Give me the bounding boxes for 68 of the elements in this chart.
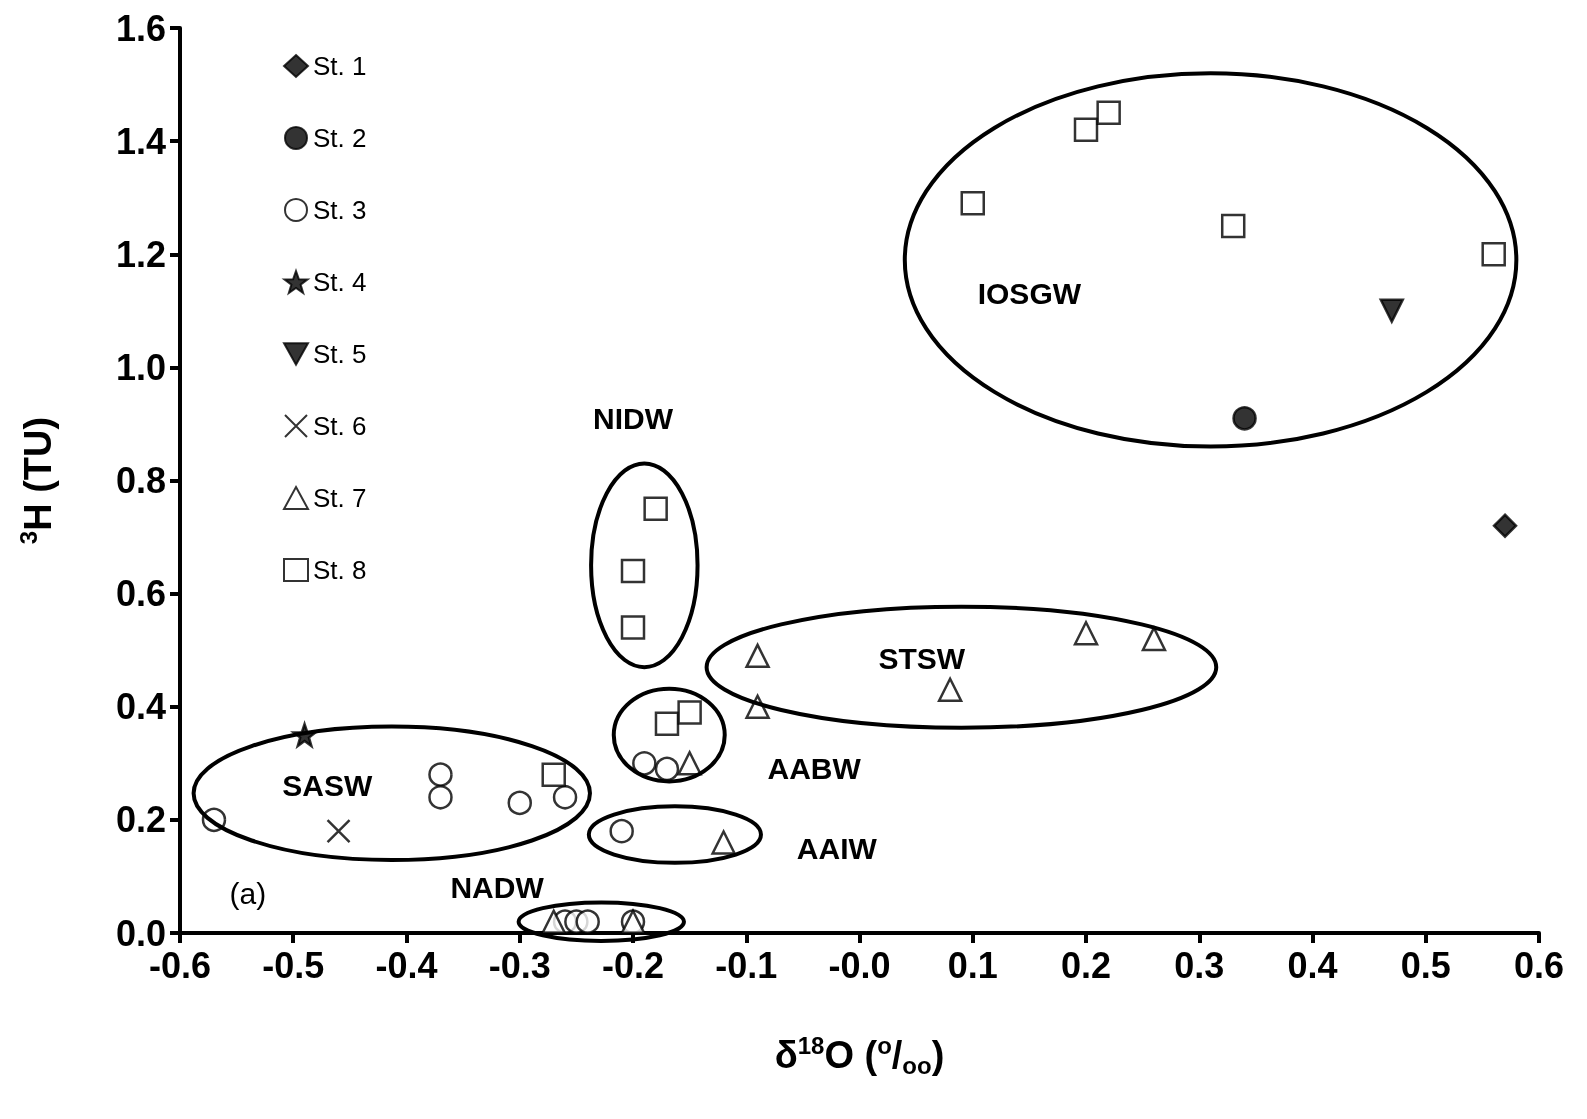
y-tick-label: 0.0 bbox=[115, 912, 166, 954]
annotation: AABW bbox=[767, 752, 862, 786]
point bbox=[1073, 620, 1099, 646]
point bbox=[1141, 626, 1167, 652]
y-tick-label: 0.6 bbox=[115, 573, 166, 615]
x-tick-label: -0.4 bbox=[375, 944, 438, 986]
point bbox=[1096, 100, 1121, 126]
point bbox=[1220, 213, 1246, 239]
annotation: STSW bbox=[878, 642, 966, 676]
legend-label: St. 2 bbox=[313, 123, 367, 153]
y-axis-title: 3H (TU) bbox=[14, 416, 59, 545]
point bbox=[711, 830, 736, 855]
point bbox=[937, 677, 963, 703]
point bbox=[428, 762, 453, 787]
point bbox=[552, 785, 578, 810]
x-tick-label: -0.3 bbox=[488, 944, 551, 986]
legend-label: St. 1 bbox=[313, 51, 367, 81]
x-tick-label: 0.2 bbox=[1060, 944, 1112, 986]
legend-label: St. 6 bbox=[313, 411, 367, 441]
point bbox=[1379, 298, 1405, 324]
point bbox=[428, 785, 453, 810]
annotation: IOSGW bbox=[977, 277, 1082, 311]
y-tick-label: 1.6 bbox=[115, 7, 166, 49]
annotation: NIDW bbox=[593, 401, 674, 435]
x-tick-label: 0.4 bbox=[1287, 944, 1338, 986]
point bbox=[677, 700, 702, 725]
annotation: (a) bbox=[229, 876, 267, 910]
point bbox=[541, 762, 566, 787]
point bbox=[609, 818, 634, 844]
x-tick-label: -0.2 bbox=[601, 944, 665, 986]
x-tick-label: 0.1 bbox=[947, 944, 998, 986]
x-tick-label: -0.1 bbox=[715, 944, 778, 986]
point bbox=[654, 711, 680, 736]
point bbox=[632, 751, 657, 776]
point bbox=[1481, 242, 1506, 267]
point bbox=[541, 909, 566, 934]
legend-label: St. 3 bbox=[313, 195, 367, 225]
y-tick-label: 1.0 bbox=[115, 346, 166, 388]
point bbox=[960, 191, 985, 216]
legend-label: St. 8 bbox=[313, 555, 367, 585]
y-tick-label: 0.4 bbox=[115, 686, 166, 728]
point bbox=[654, 756, 680, 782]
y-tick-label: 1.2 bbox=[115, 233, 166, 275]
annotation: NADW bbox=[450, 871, 545, 905]
x-tick-label: -0.5 bbox=[262, 944, 325, 986]
point bbox=[677, 751, 702, 776]
point bbox=[507, 790, 532, 816]
point bbox=[745, 643, 770, 669]
legend-label: St. 5 bbox=[313, 339, 367, 369]
x-tick-label: 0.5 bbox=[1400, 944, 1451, 986]
point bbox=[643, 496, 668, 522]
annotation: SASW bbox=[282, 769, 373, 803]
y-tick-label: 0.8 bbox=[115, 460, 166, 501]
annotation: AAIW bbox=[796, 831, 878, 865]
legend-label: St. 4 bbox=[313, 267, 367, 297]
y-tick-label: 0.2 bbox=[115, 799, 166, 841]
point bbox=[1232, 406, 1257, 431]
point bbox=[620, 558, 646, 584]
x-tick-label: 0.3 bbox=[1174, 944, 1225, 986]
point bbox=[1492, 513, 1518, 538]
point bbox=[1073, 117, 1099, 143]
point bbox=[326, 818, 351, 844]
x-tick-label: 0.6 bbox=[1513, 944, 1565, 986]
x-tick-label: -0.0 bbox=[828, 944, 891, 986]
legend-label: St. 7 bbox=[313, 483, 367, 513]
point bbox=[575, 909, 600, 934]
y-tick-label: 1.4 bbox=[115, 120, 166, 162]
point bbox=[620, 615, 646, 640]
